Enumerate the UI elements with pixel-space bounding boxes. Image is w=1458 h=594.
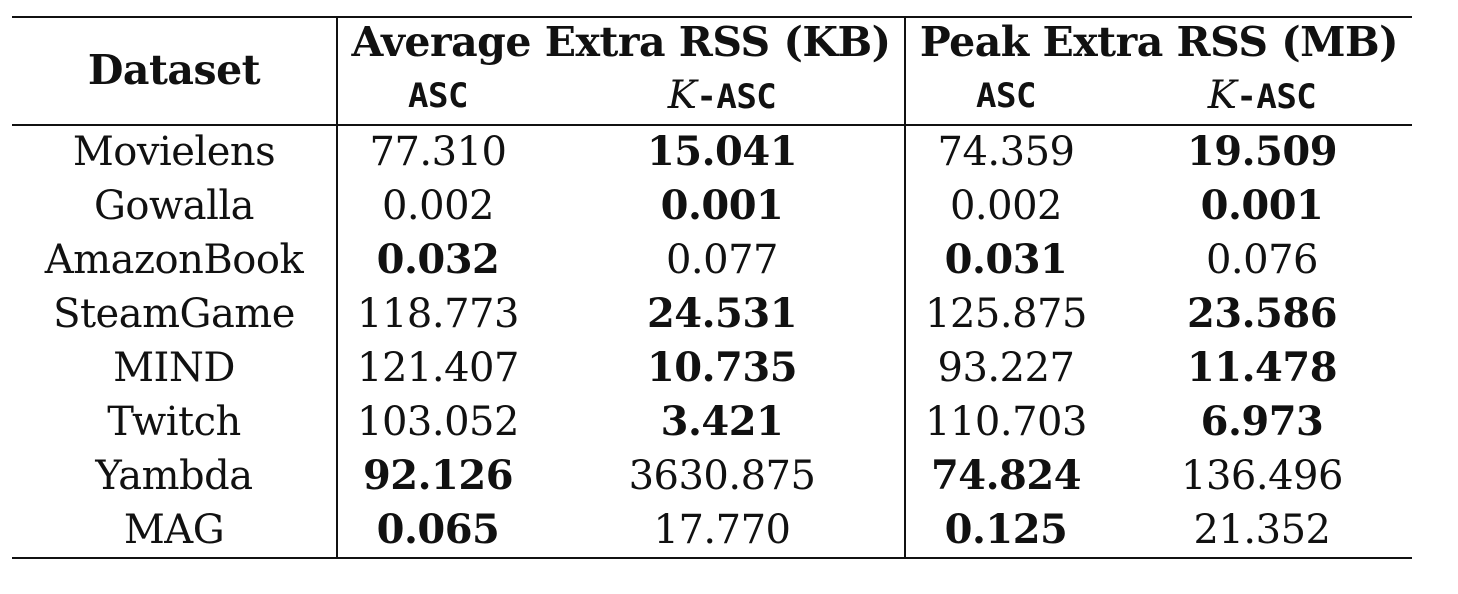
value-cell-avg-asc: 0.065 <box>376 506 500 553</box>
value-cell-peak-asc: 74.359 <box>937 129 1075 175</box>
dataset-name-cell: Yambda <box>95 453 253 499</box>
value-cell-peak-kasc: 21.352 <box>1193 507 1331 553</box>
divider-dataset <box>336 16 338 559</box>
value-cell-peak-asc: 110.703 <box>925 399 1087 445</box>
dataset-name-cell: Twitch <box>107 399 241 445</box>
value-cell-avg-kasc: 0.077 <box>665 237 779 283</box>
top-rule <box>12 16 1412 18</box>
header-average-extra-rss: Average Extra RSS (KB) <box>351 18 891 66</box>
dataset-name-cell: MAG <box>123 507 225 553</box>
value-cell-avg-kasc: 15.041 <box>646 128 798 175</box>
divider-groups <box>904 16 906 559</box>
dataset-name-cell: AmazonBook <box>44 237 304 283</box>
dataset-name-cell: Gowalla <box>93 183 255 229</box>
value-cell-avg-kasc: 24.531 <box>646 290 798 337</box>
value-cell-avg-asc: 0.032 <box>376 236 500 283</box>
value-cell-avg-kasc: 3630.875 <box>628 453 816 499</box>
value-cell-peak-kasc: 23.586 <box>1186 290 1338 337</box>
header-rule <box>12 124 1412 126</box>
subheader-peak-asc: ASC <box>976 76 1036 116</box>
value-cell-peak-kasc: 0.001 <box>1200 182 1324 229</box>
value-cell-peak-asc: 0.125 <box>944 506 1068 553</box>
dataset-name-cell: Movielens <box>72 129 276 175</box>
value-cell-avg-asc: 0.002 <box>381 183 495 229</box>
value-cell-avg-asc: 118.773 <box>357 291 519 337</box>
kasc-suffix: -ASC <box>1236 77 1317 117</box>
bottom-rule <box>12 557 1412 559</box>
value-cell-peak-asc: 93.227 <box>937 345 1075 391</box>
value-cell-peak-kasc: 6.973 <box>1200 398 1324 445</box>
subheader-peak-kasc: K-ASC <box>1162 70 1362 122</box>
value-cell-avg-asc: 121.407 <box>357 345 519 391</box>
value-cell-peak-kasc: 19.509 <box>1186 128 1338 175</box>
kasc-suffix: -ASC <box>696 77 777 117</box>
value-cell-avg-kasc: 3.421 <box>660 398 784 445</box>
value-cell-peak-kasc: 136.496 <box>1181 453 1343 499</box>
value-cell-avg-kasc: 10.735 <box>646 344 798 391</box>
value-cell-peak-asc: 125.875 <box>925 291 1087 337</box>
header-dataset: Dataset <box>87 46 261 94</box>
value-cell-peak-kasc: 0.076 <box>1205 237 1319 283</box>
dataset-name-cell: SteamGame <box>53 291 295 337</box>
value-cell-avg-asc: 92.126 <box>362 452 514 499</box>
value-cell-avg-kasc: 0.001 <box>660 182 784 229</box>
value-cell-avg-asc: 77.310 <box>369 129 507 175</box>
value-cell-peak-asc: 0.031 <box>944 236 1068 283</box>
value-cell-peak-asc: 74.824 <box>930 452 1082 499</box>
k-symbol: K <box>1207 73 1237 118</box>
value-cell-avg-asc: 103.052 <box>357 399 519 445</box>
value-cell-peak-kasc: 11.478 <box>1186 344 1338 391</box>
value-cell-peak-asc: 0.002 <box>949 183 1063 229</box>
k-symbol: K <box>667 73 697 118</box>
header-peak-extra-rss: Peak Extra RSS (MB) <box>919 18 1399 66</box>
subheader-avg-asc: ASC <box>408 76 468 116</box>
dataset-name-cell: MIND <box>113 345 235 391</box>
value-cell-avg-kasc: 17.770 <box>653 507 791 553</box>
subheader-avg-kasc: K-ASC <box>622 70 822 122</box>
